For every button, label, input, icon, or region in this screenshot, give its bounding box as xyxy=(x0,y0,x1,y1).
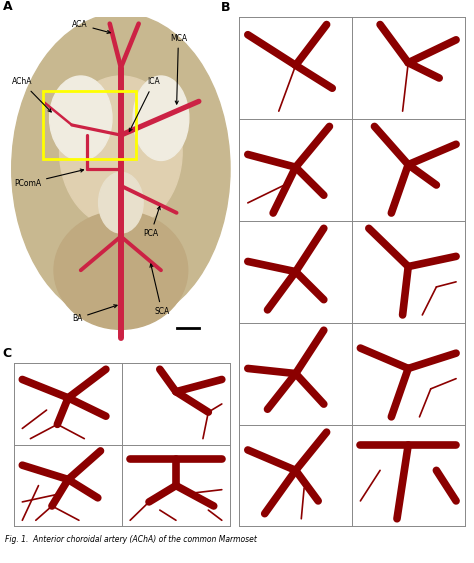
Text: SCA: SCA xyxy=(150,264,170,316)
Ellipse shape xyxy=(12,14,230,324)
Text: B: B xyxy=(220,1,230,14)
Text: ACA: ACA xyxy=(72,20,110,33)
Ellipse shape xyxy=(133,76,189,160)
Text: BA: BA xyxy=(72,305,117,323)
Text: C: C xyxy=(2,347,11,360)
Ellipse shape xyxy=(60,76,182,228)
Text: PCA: PCA xyxy=(143,207,160,239)
Ellipse shape xyxy=(54,211,188,329)
Text: PComA: PComA xyxy=(14,169,83,188)
Ellipse shape xyxy=(50,76,112,160)
Text: Fig. 1.  Anterior choroidal artery (AChA) of the common Marmoset: Fig. 1. Anterior choroidal artery (AChA)… xyxy=(5,535,256,544)
Bar xyxy=(43,91,137,159)
Text: AChA: AChA xyxy=(12,78,51,112)
Text: ICA: ICA xyxy=(129,78,160,132)
Ellipse shape xyxy=(99,172,143,233)
Text: MCA: MCA xyxy=(170,34,187,104)
Text: A: A xyxy=(3,0,12,13)
